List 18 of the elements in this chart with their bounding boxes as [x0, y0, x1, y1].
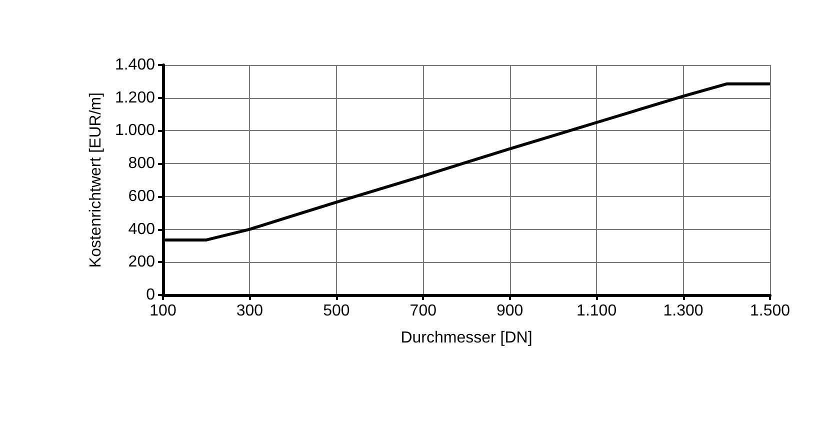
y-tick-label: 1.400: [114, 56, 156, 74]
x-tick-label: 500: [323, 302, 350, 320]
x-tick-label: 300: [236, 302, 264, 320]
y-tick-label: 800: [128, 155, 156, 172]
x-tick-label: 1.500: [750, 302, 790, 320]
x-tick-label: 700: [410, 302, 437, 320]
y-tick-label: 600: [128, 188, 156, 205]
x-tick-label: 100: [150, 302, 176, 320]
x-tick-label: 1.100: [576, 302, 617, 320]
y-tick-label: 1.000: [114, 122, 156, 140]
y-tick-label: 200: [128, 254, 156, 271]
y-axis-title: Kostenrichtwert [EUR/m]: [88, 92, 105, 268]
y-tick-label: 400: [128, 220, 156, 238]
x-tick-label: 900: [496, 302, 524, 320]
y-tick-label: 1.200: [114, 89, 156, 106]
x-tick-label: 1.300: [663, 302, 704, 320]
x-axis-title: Durchmesser [DN]: [400, 330, 532, 346]
y-tick-label: 0: [146, 286, 156, 304]
